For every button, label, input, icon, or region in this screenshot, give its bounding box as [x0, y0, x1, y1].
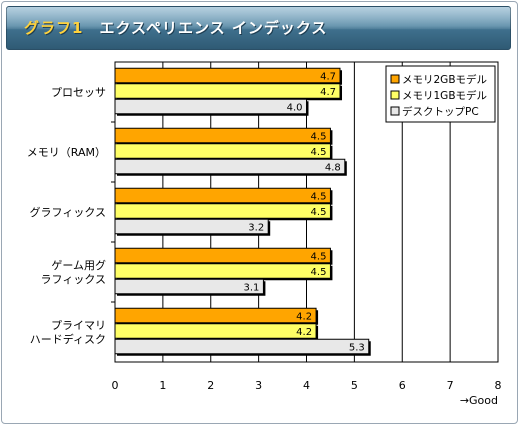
bar-value-label: 4.5 [311, 267, 327, 278]
bar-value-label: 4.5 [311, 147, 327, 158]
x-tick-label: 2 [207, 379, 214, 392]
bar-value-label: 4.2 [296, 327, 312, 338]
x-tick-label: 3 [255, 379, 262, 392]
chart-title: グラフ1 エクスペリエンス インデックス [24, 17, 327, 38]
x-tick-label: 5 [351, 379, 358, 392]
legend-box [385, 65, 496, 123]
category-label: グラフィックス [30, 205, 106, 219]
legend-label: デスクトップPC [402, 105, 479, 118]
bar [114, 247, 331, 264]
category-label: プロセッサ [51, 86, 106, 99]
bar [114, 323, 317, 339]
bar-value-label: 4.5 [311, 191, 327, 202]
category-label: ゲーム用グ [51, 258, 106, 272]
bar [114, 307, 317, 324]
title-bar-highlight [6, 7, 511, 29]
bar [114, 263, 331, 279]
bar-value-label: 4.0 [287, 102, 303, 113]
bar-value-label: 5.3 [349, 342, 365, 353]
bar [114, 67, 341, 84]
category-label: プライマリ [51, 319, 106, 332]
category-label: ラフィックス [41, 273, 106, 286]
bar [114, 83, 341, 99]
bar-value-label: 4.7 [320, 71, 336, 82]
bar [114, 278, 264, 295]
bar-value-label: 4.5 [311, 131, 327, 142]
x-tick-label: 7 [447, 379, 454, 392]
bar-value-label: 4.2 [296, 311, 312, 322]
legend-label: メモリ1GBモデル [402, 89, 487, 102]
bar [114, 127, 331, 144]
category-label: ハードディスク [30, 332, 106, 346]
x-tick-label: 6 [399, 379, 406, 392]
figure-label: グラフ1 [24, 19, 84, 37]
legend-swatch [390, 74, 400, 84]
title-bar [6, 6, 511, 50]
bar-value-label: 4.5 [311, 207, 327, 218]
legend-label: メモリ2GBモデル [402, 73, 487, 86]
x-tick-label: 4 [303, 379, 310, 392]
title-label: エクスペリエンス インデックス [99, 19, 328, 37]
bar-value-label: 4.5 [311, 251, 327, 262]
legend-swatch [390, 106, 400, 116]
bar [114, 218, 269, 235]
bar-value-label: 4.8 [325, 162, 341, 173]
bar [114, 203, 331, 219]
bar [114, 187, 331, 204]
x-tick-label: 1 [159, 379, 166, 392]
bar-value-label: 3.1 [244, 282, 260, 293]
x-tick-label: 0 [112, 379, 119, 392]
bar [114, 98, 307, 115]
legend-swatch [390, 90, 400, 100]
bar [114, 143, 331, 159]
x-axis-label: →Good [460, 394, 498, 407]
bar [114, 338, 370, 355]
bar-value-label: 3.2 [248, 222, 264, 233]
x-tick-label: 8 [495, 379, 502, 392]
bar-value-label: 4.7 [320, 87, 336, 98]
bar [114, 158, 346, 175]
category-label: メモリ（RAM） [27, 146, 106, 159]
